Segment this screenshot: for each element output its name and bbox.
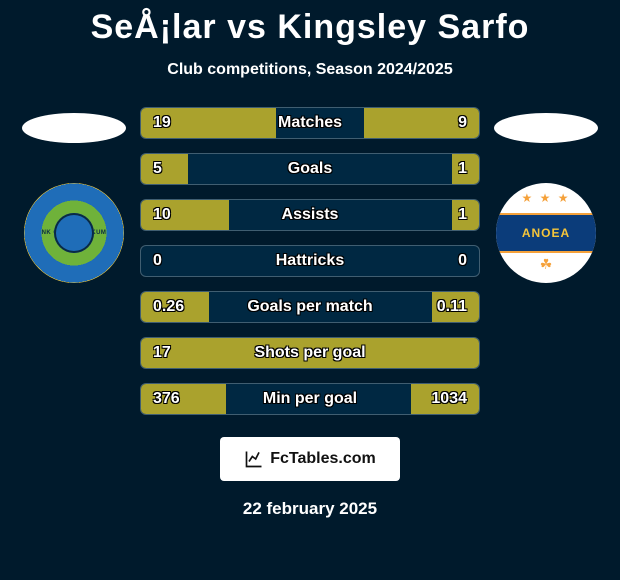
player-right-avatar [494, 113, 598, 143]
comparison-date: 22 february 2025 [0, 499, 620, 519]
stats-table: 199Matches 51Goals 101Assists 00Hattricks 0.… [140, 107, 480, 415]
stat-label: Min per goal [141, 384, 479, 414]
stat-label: Goals per match [141, 292, 479, 322]
stat-label: Goals [141, 154, 479, 184]
chart-icon [244, 449, 264, 469]
stat-row: 3761034Min per goal [140, 383, 480, 415]
laurel-icon: ☘ [496, 256, 596, 273]
page-title: SeÅ¡lar vs Kingsley Sarfo [0, 8, 620, 47]
stat-row: 17Shots per goal [140, 337, 480, 369]
stat-label: Shots per goal [141, 338, 479, 368]
stat-label: Assists [141, 200, 479, 230]
stars-icon: ★ ★ ★ [496, 191, 596, 205]
stat-row: 101Assists [140, 199, 480, 231]
stat-row: 199Matches [140, 107, 480, 139]
footer-brand-text: FcTables.com [270, 450, 376, 468]
club-right-badge: ★ ★ ★ ANOEA ☘ [496, 183, 596, 283]
left-player-column [22, 107, 126, 283]
club-right-label: ANOEA [496, 213, 596, 253]
football-icon [54, 213, 94, 253]
club-left-badge [24, 183, 124, 283]
player-left-avatar [22, 113, 126, 143]
stat-row: 0.260.11Goals per match [140, 291, 480, 323]
comparison-card: SeÅ¡lar vs Kingsley Sarfo Club competiti… [0, 0, 620, 580]
right-player-column: ★ ★ ★ ANOEA ☘ [494, 107, 598, 283]
footer-brand: FcTables.com [220, 437, 400, 481]
stat-label: Matches [141, 108, 479, 138]
page-subtitle: Club competitions, Season 2024/2025 [0, 61, 620, 79]
stat-label: Hattricks [141, 246, 479, 276]
main-content: 199Matches 51Goals 101Assists 00Hattricks 0.… [0, 107, 620, 415]
stat-row: 51Goals [140, 153, 480, 185]
stat-row: 00Hattricks [140, 245, 480, 277]
